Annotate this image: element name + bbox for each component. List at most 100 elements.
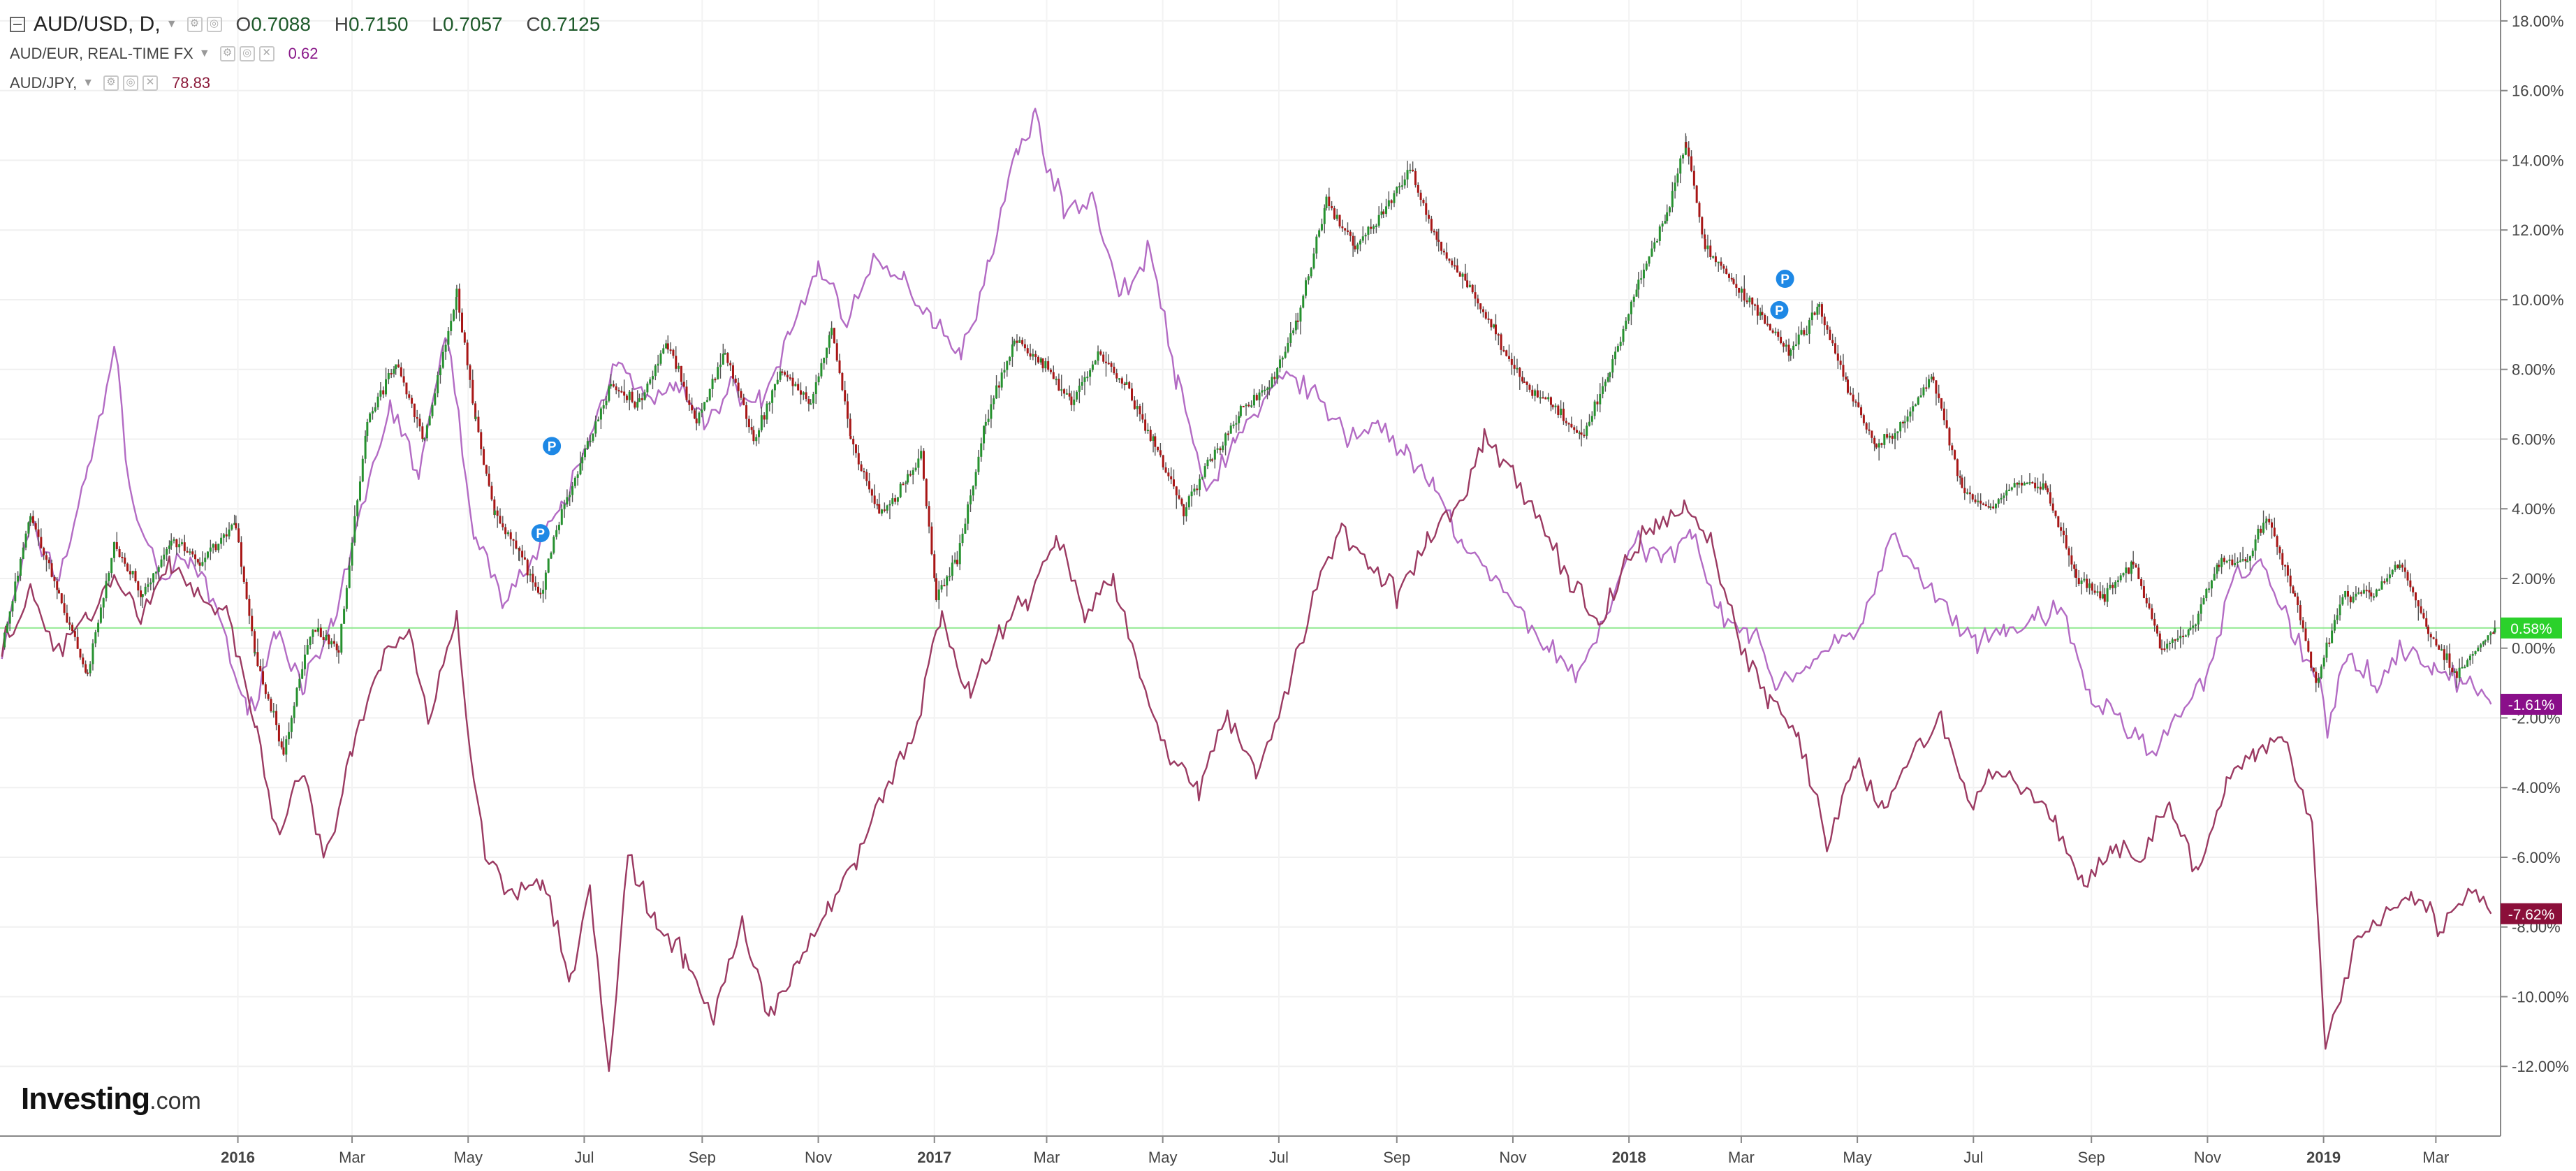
candle-body (2260, 528, 2262, 533)
event-marker[interactable] (1776, 270, 1794, 289)
candle-body (330, 641, 333, 645)
legend-row-audusd[interactable]: AUD/USD, D, ▼ ⚙ ◎ O0.7088 H0.7150 L0.705… (10, 10, 618, 39)
settings-icon[interactable]: ⚙ (219, 46, 235, 61)
eye-icon[interactable]: ◎ (206, 17, 222, 32)
candle-body (747, 419, 750, 428)
candle-body (2360, 592, 2363, 594)
candle-body (1414, 170, 1417, 185)
candle-body (1505, 350, 1508, 356)
candle-body (1398, 186, 1401, 188)
candle-body (993, 398, 995, 405)
candle-body (1026, 348, 1029, 354)
candle-body (2106, 588, 2109, 602)
event-marker[interactable] (531, 524, 550, 543)
candle-body (270, 699, 272, 711)
candle-body (1448, 259, 1451, 261)
candle-body (455, 297, 458, 310)
candle-body (940, 585, 943, 590)
candle-body (2065, 535, 2068, 548)
candle-body (1032, 354, 1034, 357)
candle-body (2292, 586, 2295, 593)
candle-body (1645, 263, 1648, 270)
candle-body (1201, 477, 1203, 479)
y-tick-label: 2.00% (2512, 570, 2555, 588)
candle-body (1380, 211, 1383, 215)
candle-body (789, 377, 791, 379)
legend-row-audjpy[interactable]: AUD/JPY, ▼ ⚙ ◎ ✕ 78.83 (10, 68, 618, 98)
candle-body (1344, 228, 1347, 231)
close-label: C (526, 13, 541, 35)
legend-row-audeur[interactable]: AUD/EUR, REAL-TIME FX ▼ ⚙ ◎ ✕ 0.62 (10, 39, 618, 68)
candle-body (361, 458, 364, 482)
candle-body (1211, 459, 1214, 461)
candle-body (1818, 304, 1821, 307)
candle-body (11, 601, 14, 612)
candle-body (1289, 333, 1292, 343)
candle-body (2236, 561, 2239, 563)
candle-body (1089, 370, 1092, 377)
candle-body (2304, 628, 2307, 641)
candle-body (1325, 196, 1328, 208)
candle-body (493, 510, 496, 515)
candle-body (376, 396, 379, 408)
settings-icon[interactable]: ⚙ (186, 17, 203, 32)
candle-body (1630, 301, 1632, 314)
candle-body (763, 415, 766, 420)
event-marker[interactable] (543, 437, 562, 456)
candle-body (860, 464, 863, 472)
candle-body (773, 384, 776, 391)
candle-body (1102, 354, 1105, 362)
marker-layer[interactable]: P P P P (531, 270, 1794, 543)
candle-body (395, 364, 397, 370)
candle-body (1928, 379, 1931, 388)
candle-body (722, 354, 724, 365)
candle-body (1984, 504, 1987, 507)
chevron-down-icon[interactable]: ▼ (198, 48, 210, 59)
candle-body (786, 374, 789, 378)
candle-body (534, 582, 537, 587)
candle-body (1118, 378, 1121, 380)
candle-body (2401, 565, 2403, 568)
candle-body (1792, 345, 1795, 350)
candle-body (2239, 560, 2241, 562)
chevron-down-icon[interactable]: ▼ (82, 77, 94, 89)
candle-body (969, 495, 972, 504)
candle-body (2130, 561, 2132, 574)
candle-body (2466, 660, 2469, 667)
investing-logo: Investing.com (21, 1082, 201, 1117)
candle-body (1141, 414, 1144, 420)
low-value: 0.7057 (442, 13, 503, 35)
candle-body (97, 623, 100, 632)
candle-body (1097, 351, 1099, 361)
chevron-down-icon[interactable]: ▼ (166, 18, 177, 30)
candle-body (817, 376, 820, 383)
candle-body (636, 402, 639, 408)
candle-body (2228, 559, 2231, 561)
eye-icon[interactable]: ◎ (123, 75, 139, 91)
candle-body (844, 390, 847, 402)
collapse-toggle-icon[interactable] (10, 17, 25, 32)
close-icon[interactable]: ✕ (142, 75, 159, 91)
candle-body (876, 504, 879, 506)
event-marker[interactable] (1770, 300, 1789, 319)
logo-domain: .com (149, 1088, 201, 1114)
candle-body (2036, 486, 2039, 488)
candle-body (2391, 569, 2394, 575)
candle-body (1076, 391, 1078, 400)
candle-body (698, 412, 701, 423)
candle-body (1063, 389, 1066, 394)
eye-icon[interactable]: ◎ (239, 46, 255, 61)
candle-body (453, 310, 455, 321)
close-icon[interactable]: ✕ (258, 46, 275, 61)
candle-body (2086, 579, 2088, 588)
candle-body (1120, 378, 1123, 384)
candle-body (2254, 539, 2257, 551)
candle-body (1935, 380, 1938, 394)
candle-body (1284, 351, 1287, 358)
candle-body (141, 594, 144, 597)
settings-icon[interactable]: ⚙ (103, 75, 119, 91)
candle-body (1727, 274, 1730, 278)
x-tick-label: Mar (1728, 1149, 1755, 1166)
